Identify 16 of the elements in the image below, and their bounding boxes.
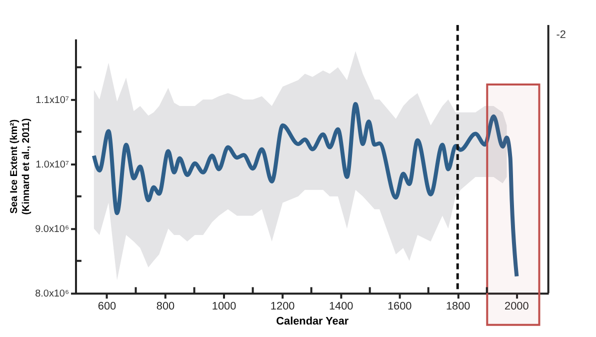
x-tick-label: 2000 — [504, 300, 529, 313]
y-tick-label: 1.1x10⁷ — [36, 94, 70, 106]
y-tick-label: 8.0x10⁶ — [35, 288, 70, 300]
y-tick-label: 9.0x10⁶ — [35, 224, 70, 236]
x-tick-label: 1800 — [446, 300, 470, 313]
y-axis-title: Sea Ice Extent (km²) (Kinnard et al., 2011) — [9, 118, 32, 215]
x-tick-label: 800 — [156, 300, 175, 313]
y-tick-label: 1.0x10⁷ — [36, 160, 70, 171]
x-tick-label: 600 — [98, 300, 116, 313]
x-tick-label: 1000 — [212, 300, 236, 313]
line-series — [92, 102, 519, 278]
x-axis-title: Calendar Year — [276, 315, 350, 328]
x-tick-label: 1400 — [328, 300, 354, 313]
text: -2 — [556, 28, 566, 41]
x-tick-label: 1600 — [387, 300, 412, 313]
x-tick-label: 1200 — [270, 300, 295, 313]
